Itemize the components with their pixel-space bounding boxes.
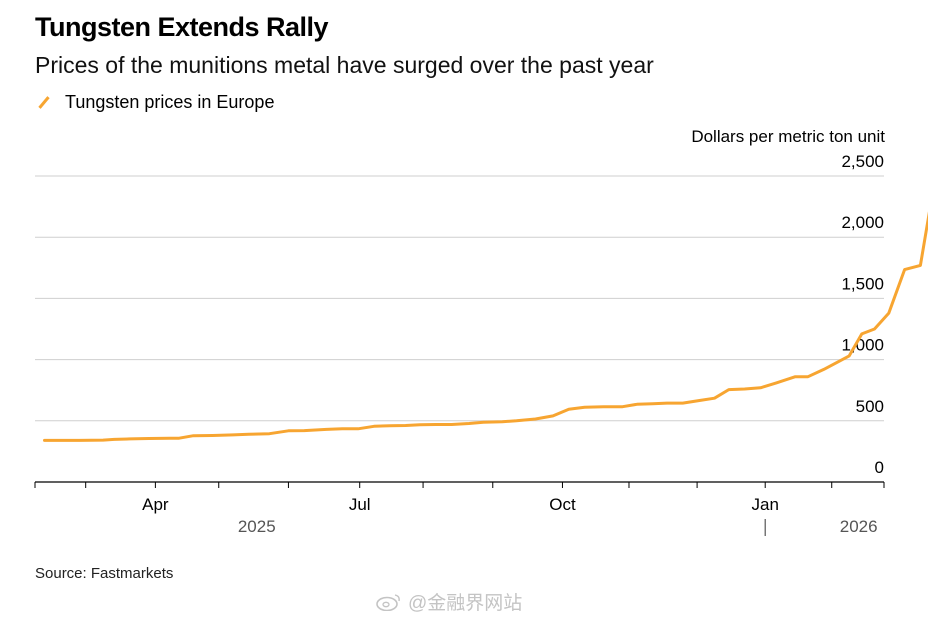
source-note: Source: Fastmarkets [35, 565, 174, 582]
y-tick-label: 500 [856, 397, 884, 416]
x-tick-label: Oct [549, 495, 576, 514]
y-tick-label: 2,000 [841, 213, 884, 232]
y-tick-label: 1,500 [841, 274, 884, 293]
weibo-logo-icon [376, 593, 400, 611]
year-label: 2025 [238, 517, 276, 536]
x-tick-label: Apr [142, 495, 169, 514]
chart-title: Tungsten Extends Rally [35, 12, 329, 42]
x-tick-label: Jan [751, 495, 778, 514]
year-label: 2026 [840, 517, 878, 536]
y-tick-label: 1,000 [841, 336, 884, 355]
watermark-text: @金融界网站 [408, 593, 523, 614]
y-axis-label: Dollars per metric ton unit [691, 127, 885, 146]
chart-subtitle: Prices of the munitions metal have surge… [35, 52, 654, 78]
watermark: @金融界网站 [376, 588, 522, 615]
x-tick-label: Jul [349, 495, 371, 514]
legend-label: Tungsten prices in Europe [65, 92, 275, 112]
legend: Tungsten prices in Europe [35, 92, 274, 113]
series-line-tungsten [43, 211, 928, 442]
y-tick-label: 0 [875, 458, 884, 477]
y-tick-label: 2,500 [841, 152, 884, 171]
